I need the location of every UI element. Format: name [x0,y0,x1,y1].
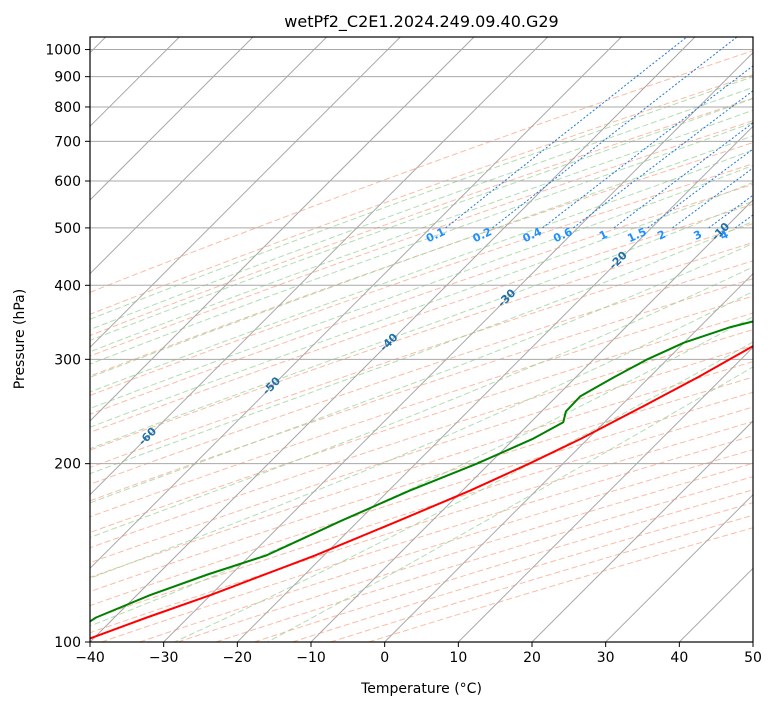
y-tick-label: 200 [54,457,81,473]
y-tick-label: 300 [54,352,81,368]
x-tick-label: 30 [597,650,615,666]
y-tick-label: 900 [54,70,81,86]
x-tick-label: −20 [223,650,253,666]
x-tick-label: 40 [670,650,688,666]
y-tick-label: 400 [54,278,81,294]
y-tick-label: 700 [54,134,81,150]
y-tick-label: 1000 [45,43,81,59]
x-axis-label: Temperature (°C) [360,681,482,697]
x-tick-label: 0 [380,650,389,666]
y-tick-label: 600 [54,174,81,190]
x-tick-label: 20 [523,650,541,666]
y-tick-label: 500 [54,221,81,237]
x-tick-label: −40 [75,650,105,666]
chart-title: wetPf2_C2E1.2024.249.09.40.G29 [284,12,558,32]
x-tick-label: −30 [149,650,179,666]
y-tick-label: 100 [54,635,81,651]
x-tick-label: −10 [296,650,326,666]
x-tick-label: 10 [449,650,467,666]
x-tick-label: 50 [744,650,762,666]
y-axis-label: Pressure (hPa) [12,289,28,389]
y-tick-label: 800 [54,100,81,116]
